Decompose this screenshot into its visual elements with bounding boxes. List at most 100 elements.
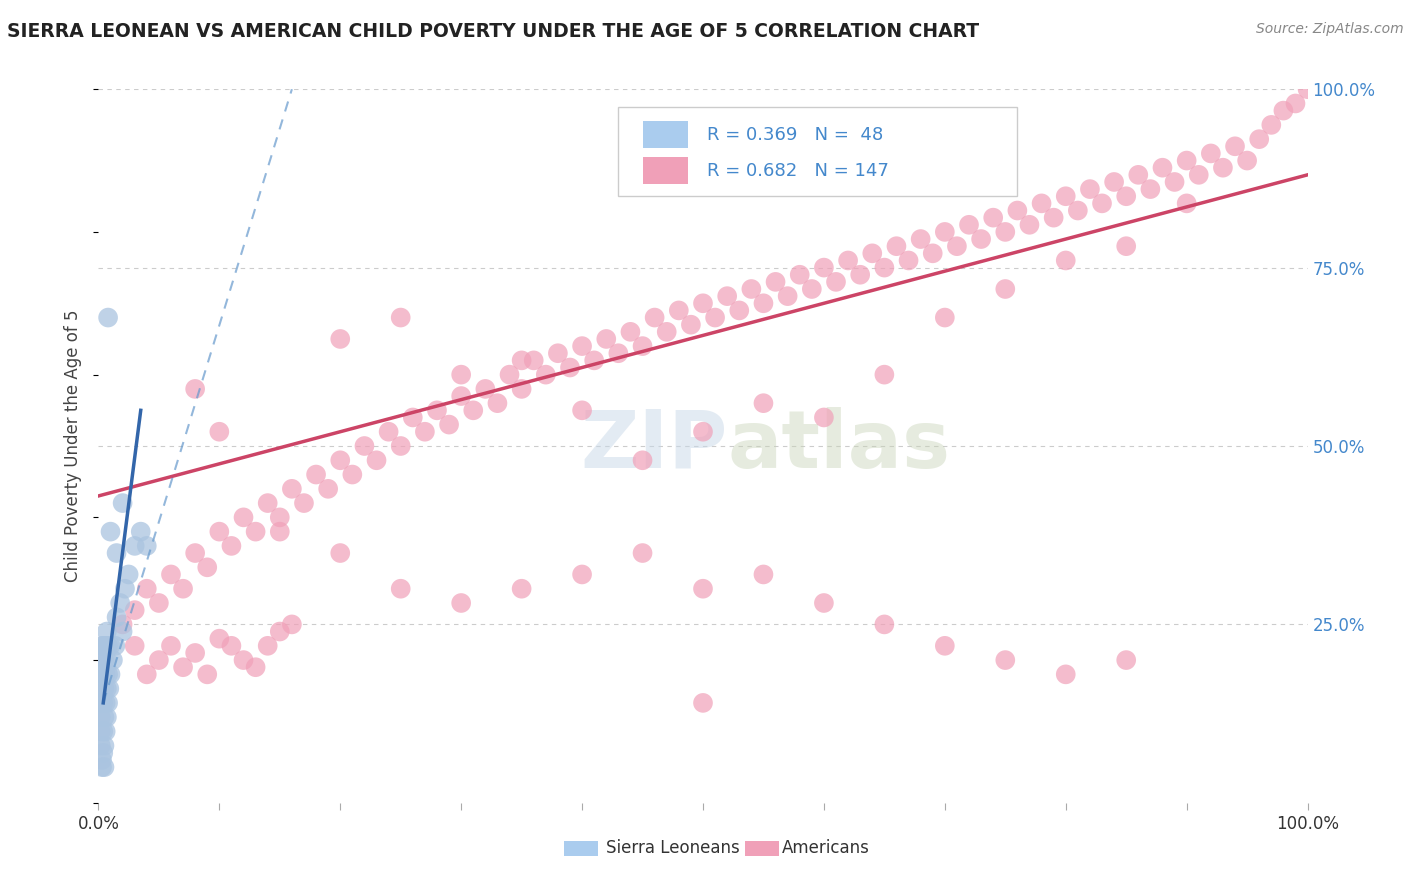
Text: Source: ZipAtlas.com: Source: ZipAtlas.com <box>1256 22 1403 37</box>
Point <box>135 582 157 596</box>
Point <box>1031 196 1053 211</box>
Point <box>886 239 908 253</box>
Point <box>994 653 1017 667</box>
Point <box>94 696 117 710</box>
Point <box>111 617 134 632</box>
Point <box>1067 203 1090 218</box>
Point <box>91 667 114 681</box>
Point <box>1212 161 1234 175</box>
Point <box>619 325 641 339</box>
Point <box>96 681 118 696</box>
Point <box>1284 96 1306 111</box>
Point <box>897 253 920 268</box>
Point <box>97 639 120 653</box>
Point <box>281 482 304 496</box>
Point <box>208 524 231 539</box>
Point <box>91 753 114 767</box>
Point <box>426 403 449 417</box>
Point <box>90 724 112 739</box>
Point <box>172 660 194 674</box>
Point <box>873 617 896 632</box>
Point <box>534 368 557 382</box>
Point <box>377 425 399 439</box>
Point <box>124 639 146 653</box>
Point <box>1102 175 1125 189</box>
Point <box>437 417 460 432</box>
Point <box>631 339 654 353</box>
Text: R = 0.682   N = 147: R = 0.682 N = 147 <box>707 161 889 179</box>
Point <box>450 596 472 610</box>
Point <box>389 582 412 596</box>
Y-axis label: Child Poverty Under the Age of 5: Child Poverty Under the Age of 5 <box>65 310 83 582</box>
Point <box>148 596 170 610</box>
Point <box>90 739 112 753</box>
Point <box>789 268 811 282</box>
Point <box>510 382 533 396</box>
Point <box>1272 103 1295 118</box>
Point <box>93 681 115 696</box>
Point <box>644 310 666 325</box>
Point <box>96 653 118 667</box>
Point <box>510 353 533 368</box>
Point <box>1249 132 1271 146</box>
Point <box>1139 182 1161 196</box>
Point <box>1054 253 1077 268</box>
Point <box>184 546 207 560</box>
Point <box>135 539 157 553</box>
Point <box>1042 211 1064 225</box>
Point <box>1054 189 1077 203</box>
Point <box>221 639 243 653</box>
Point <box>100 524 122 539</box>
Point <box>523 353 546 368</box>
Point <box>91 639 114 653</box>
Point <box>1078 182 1101 196</box>
Point <box>93 710 115 724</box>
Point <box>825 275 848 289</box>
Point <box>93 760 115 774</box>
Point <box>389 439 412 453</box>
Point <box>1018 218 1040 232</box>
Point <box>100 639 122 653</box>
Point <box>498 368 520 382</box>
Point <box>450 389 472 403</box>
Point <box>728 303 751 318</box>
Point <box>93 653 115 667</box>
Point <box>329 332 352 346</box>
Point <box>655 325 678 339</box>
Point <box>486 396 509 410</box>
Point <box>692 296 714 310</box>
Point <box>463 403 485 417</box>
Point <box>571 567 593 582</box>
Point <box>800 282 823 296</box>
Point <box>114 582 136 596</box>
Text: ZIP: ZIP <box>579 407 727 485</box>
Point <box>111 624 134 639</box>
Point <box>1223 139 1246 153</box>
Point <box>245 524 267 539</box>
Point <box>752 396 775 410</box>
Point <box>91 760 114 774</box>
Point <box>813 260 835 275</box>
Point <box>631 453 654 467</box>
Point <box>232 653 254 667</box>
Point <box>571 339 593 353</box>
Point <box>776 289 799 303</box>
Point <box>450 368 472 382</box>
Point <box>97 310 120 325</box>
Point <box>692 582 714 596</box>
Point <box>631 546 654 560</box>
Point <box>740 282 762 296</box>
Text: Sierra Leoneans: Sierra Leoneans <box>606 839 740 857</box>
Point <box>256 496 278 510</box>
Point <box>595 332 617 346</box>
Point <box>679 318 702 332</box>
Point <box>94 724 117 739</box>
Point <box>402 410 425 425</box>
Point <box>91 639 114 653</box>
Point <box>305 467 328 482</box>
Point <box>269 524 291 539</box>
Text: atlas: atlas <box>727 407 950 485</box>
Point <box>172 582 194 596</box>
Point <box>269 510 291 524</box>
Point <box>184 646 207 660</box>
